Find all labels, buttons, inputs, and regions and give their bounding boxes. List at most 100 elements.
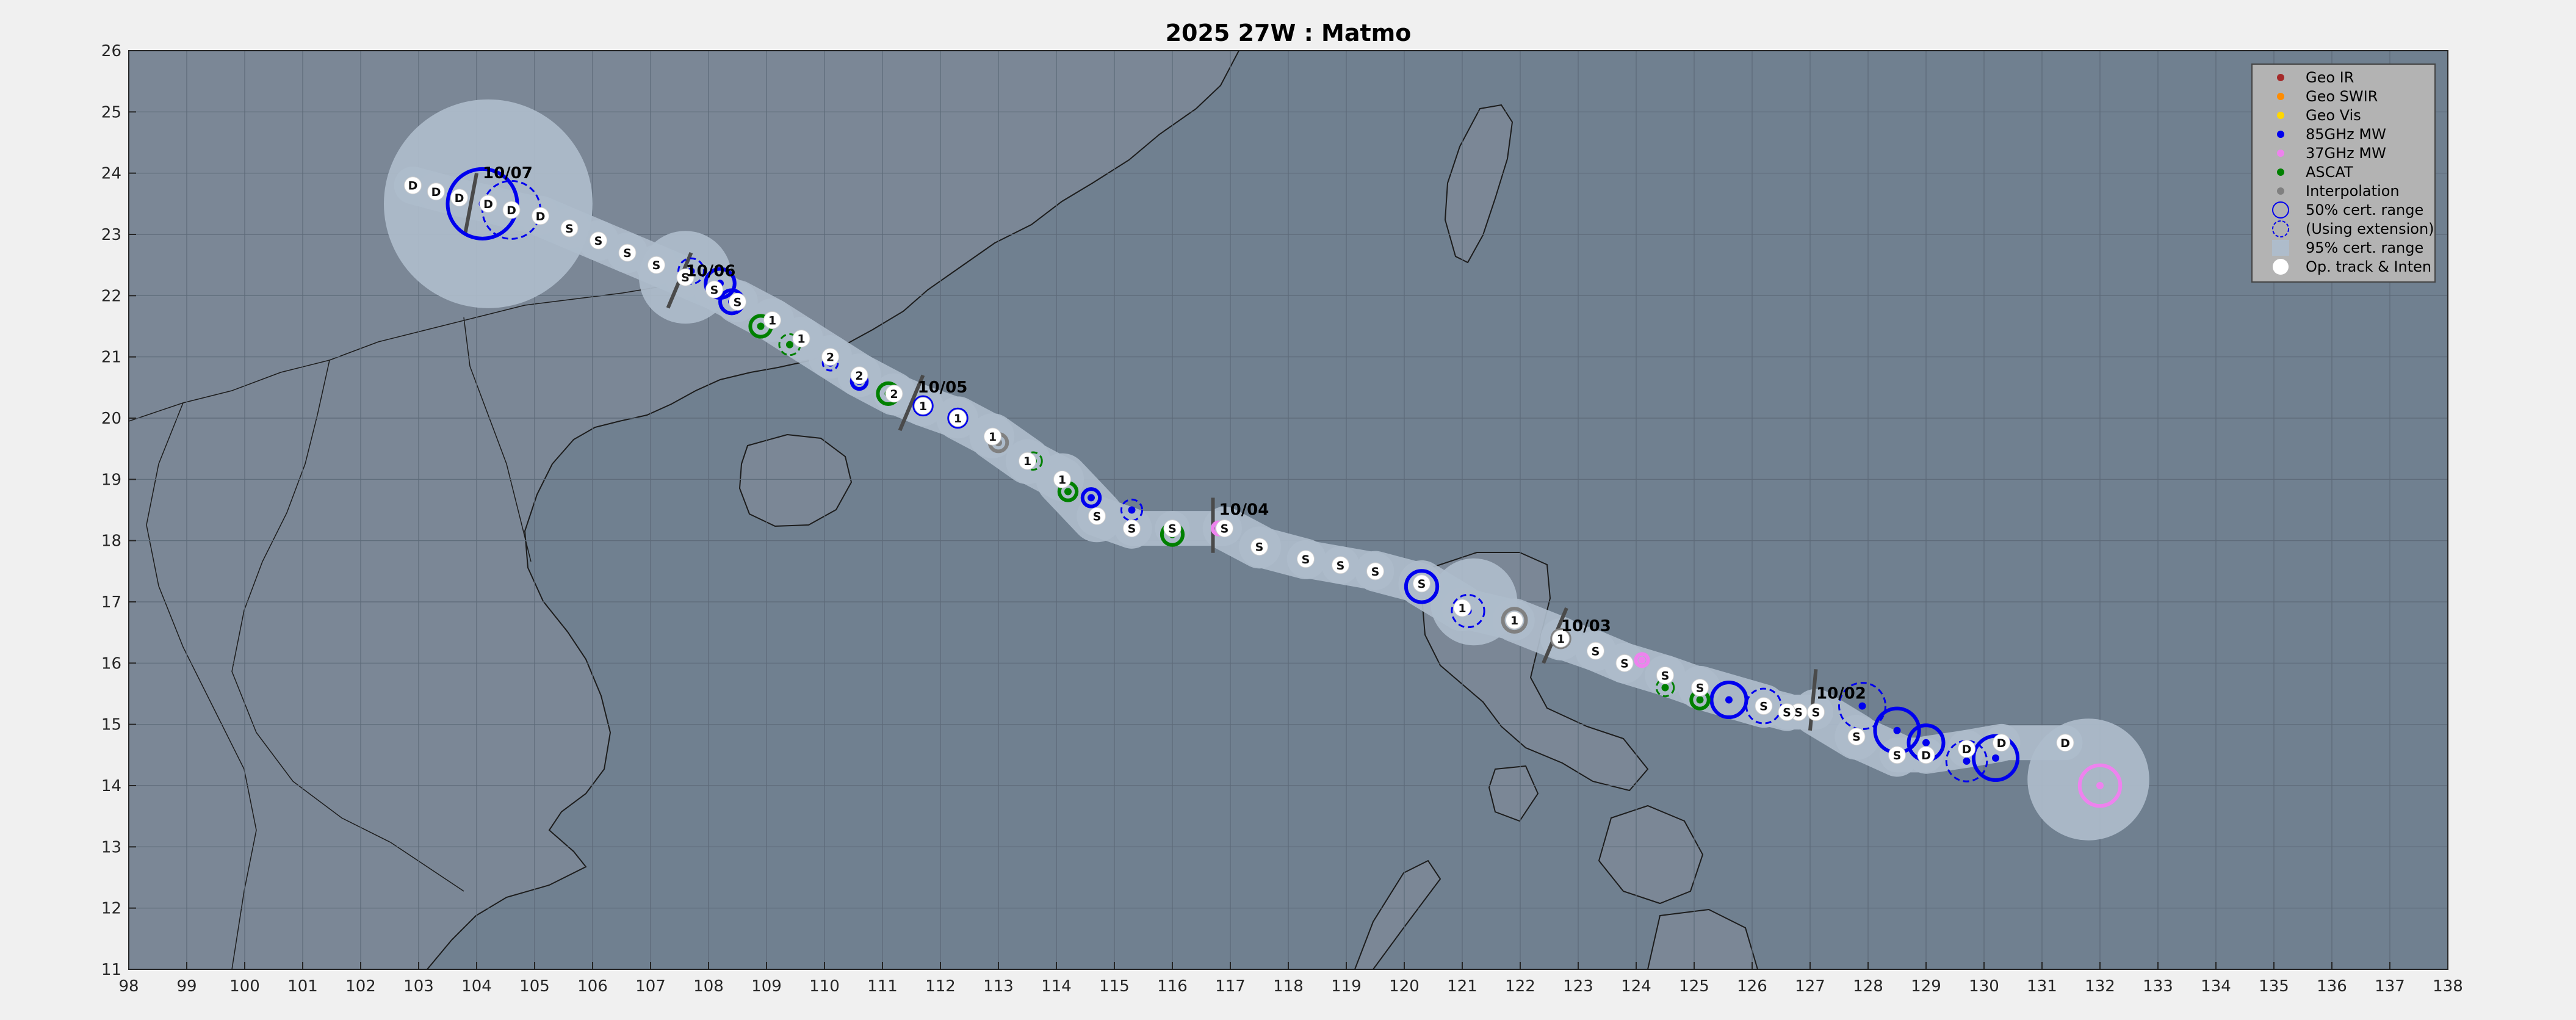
legend-marker-dot: [2277, 187, 2284, 195]
fix-uncertainty-circle: [1634, 652, 1650, 668]
op-track-intensity-label: S: [1812, 706, 1820, 720]
fix-center-dot: [2096, 782, 2104, 789]
op-track-intensity-label: 2: [890, 388, 898, 401]
y-tick-label: 21: [101, 349, 121, 367]
date-label: 10/05: [918, 378, 968, 397]
op-track-intensity-label: 1: [954, 412, 962, 425]
op-track-point: [914, 397, 932, 415]
legend-marker-circle: [2272, 201, 2289, 219]
fix-uncertainty-circle: [704, 267, 737, 300]
x-tick-label: 110: [809, 977, 840, 996]
legend-entry-label: ASCAT: [2306, 164, 2353, 181]
country-borders: [129, 286, 660, 969]
x-tick-label: 131: [2027, 977, 2057, 996]
op-track-intensity-label: S: [1759, 700, 1768, 714]
op-track-point: [1552, 629, 1570, 648]
fix-uncertainty-circle: [1404, 569, 1440, 604]
fix-center-dot: [1963, 757, 1971, 765]
x-tick-label: 118: [1273, 977, 1304, 996]
x-tick-label: 134: [2201, 977, 2231, 996]
op-track-intensity-label: S: [1592, 645, 1600, 658]
y-tick-label: 15: [101, 716, 121, 734]
y-tick-labels: 11 12 13 14 15 16 17 18 19 20 21 22 23 24 25 26: [101, 42, 136, 979]
fix-uncertainty-circle: [2077, 763, 2123, 808]
fix-uncertainty-circle: [1120, 498, 1144, 522]
op-track-intensity-label: S: [652, 259, 661, 272]
y-tick-label: 19: [101, 471, 121, 489]
op-track-point: [532, 207, 549, 225]
y-tick-label: 12: [101, 900, 121, 918]
op-track-point: [404, 176, 422, 195]
op-track-intensity-label: D: [2060, 737, 2070, 750]
x-tick-label: 130: [1969, 977, 1999, 996]
fix-uncertainty-circle: [1080, 487, 1102, 508]
legend-marker-dot: [2277, 93, 2284, 100]
y-tick-label: 24: [101, 165, 121, 183]
storm-position-line: [463, 173, 478, 235]
op-track-point: [792, 330, 810, 348]
op-track-intensity-label: 1: [797, 333, 805, 346]
op-track-point: [676, 268, 695, 286]
op-track-point: [2056, 734, 2074, 752]
op-track-intensity-label: S: [1696, 681, 1705, 695]
op-track-intensity-label: S: [1794, 706, 1803, 720]
op-track-point: [1216, 519, 1233, 538]
op-track-intensity-label: S: [1221, 523, 1229, 536]
land-mindoro: [1488, 765, 1539, 822]
op-track-intensity-label: S: [1371, 565, 1380, 579]
op-track-point: [1755, 697, 1773, 715]
op-track-point: [1453, 599, 1471, 617]
op-track-intensity-label: D: [1921, 749, 1931, 762]
y-tick-label: 26: [101, 42, 121, 60]
legend-entry-label: 85GHz MW: [2306, 126, 2386, 143]
op-track-intensity-label: S: [1128, 523, 1136, 536]
legend-entry-label: 50% cert. range: [2306, 201, 2423, 219]
y-tick-label: 17: [101, 593, 121, 612]
op-track-point: [1413, 574, 1431, 593]
fix-center-dot: [786, 341, 793, 349]
x-tick-label: 104: [461, 977, 492, 996]
op-track-intensity-label: 2: [826, 351, 834, 364]
op-track-intensity-label: D: [1997, 737, 2007, 750]
y-tick-label: 20: [101, 410, 121, 428]
x-tick-label: 108: [693, 977, 724, 996]
op-track-intensity-label: 1: [1557, 632, 1565, 646]
op-track-intensity-label: S: [1852, 731, 1861, 744]
legend-entry-label: 37GHz MW: [2306, 145, 2386, 162]
x-tick-label: 132: [2085, 977, 2115, 996]
op-track-intensity-label: D: [483, 198, 493, 211]
legend-entry-label: Op. track & Inten: [2306, 258, 2431, 275]
x-tick-label: 114: [1041, 977, 1072, 996]
op-track-point: [1993, 734, 2010, 752]
x-tick-label: 126: [1737, 977, 1767, 996]
y-tick-label: 16: [101, 654, 121, 673]
x-tick-label: 99: [176, 977, 197, 996]
op-track-point: [1778, 703, 1796, 722]
op-track-intensity-label: S: [1302, 553, 1310, 566]
op-track-point: [1123, 519, 1141, 538]
op-track-point: [1019, 452, 1036, 470]
op-track-intensity-label: S: [1255, 541, 1264, 554]
op-track-intensity-label: 1: [919, 400, 927, 413]
legend-marker-patch: [2272, 240, 2289, 256]
legend-entry-label: Geo Vis: [2306, 107, 2361, 124]
op-track-point: [1163, 519, 1182, 538]
x-tick-label: 122: [1505, 977, 1535, 996]
op-track-point: [1656, 666, 1674, 684]
legend-entry-label: Geo IR: [2306, 69, 2354, 86]
envelope-mid-blob: [1430, 558, 1518, 646]
op-track-intensity-label: S: [734, 295, 742, 309]
fix-uncertainty-circle: [1451, 593, 1485, 629]
op-track-intensity-label: S: [594, 234, 603, 248]
date-label: 10/03: [1561, 617, 1611, 635]
op-track-point: [427, 183, 445, 201]
y-tick-label: 14: [101, 777, 121, 795]
x-tick-label: 129: [1911, 977, 1941, 996]
legend-marker-dot: [2277, 168, 2284, 176]
x-tick-label: 137: [2375, 977, 2405, 996]
x-tick-label: 100: [229, 977, 260, 996]
y-tick-label: 22: [101, 287, 121, 305]
date-label: 10/04: [1219, 501, 1269, 519]
op-track-intensity-label: D: [1962, 743, 1972, 756]
